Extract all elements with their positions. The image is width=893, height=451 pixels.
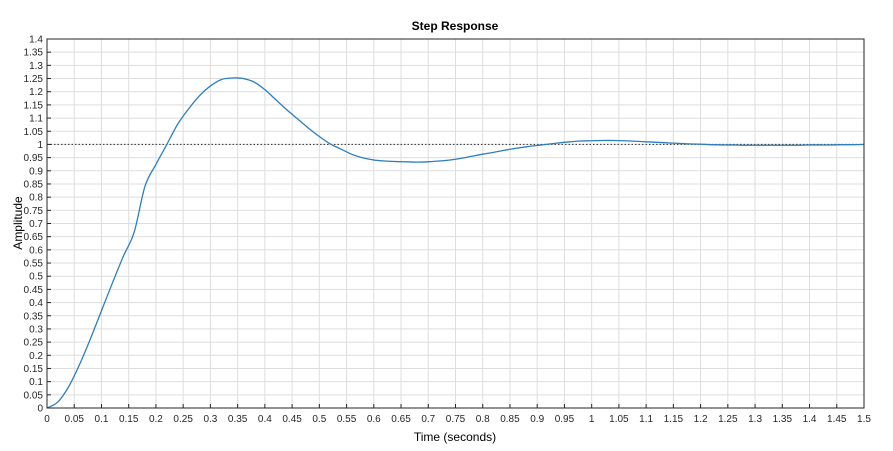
x-tick-label: 0.35 [228, 414, 248, 425]
x-tick-label: 0.15 [119, 414, 139, 425]
y-tick-label: 0.5 [29, 272, 43, 283]
x-tick-label: 1.1 [639, 414, 653, 425]
x-tick-label: 1.25 [718, 414, 738, 425]
x-tick-label: 0.8 [476, 414, 490, 425]
x-tick-label: 0.5 [312, 414, 326, 425]
y-tick-label: 0 [37, 404, 43, 415]
x-tick-label: 0.25 [173, 414, 193, 425]
x-tick-label: 1.35 [773, 414, 793, 425]
x-tick-label: 1.3 [748, 414, 762, 425]
y-tick-label: 0.05 [24, 390, 44, 401]
x-tick-label: 1.5 [857, 414, 871, 425]
x-tick-label: 0 [44, 414, 50, 425]
y-tick-label: 1.1 [29, 114, 43, 125]
grid [46, 38, 865, 409]
y-tick-label: 0.3 [29, 324, 43, 335]
x-tick-label: 0.75 [446, 414, 466, 425]
step-response-series-line [46, 77, 865, 409]
y-tick-label: 0.45 [24, 285, 44, 296]
x-tick-label: 0.4 [258, 414, 272, 425]
y-tick-label: 0.15 [24, 364, 44, 375]
x-tick-label: 0.85 [500, 414, 520, 425]
x-tick-label: 0.65 [391, 414, 411, 425]
y-tick-label: 1.35 [24, 48, 44, 59]
y-tick-label: 0.7 [29, 219, 43, 230]
y-tick-label: 0.65 [24, 232, 44, 243]
x-tick-label: 0.2 [149, 414, 163, 425]
x-tick-label: 0.7 [421, 414, 435, 425]
y-tick-label: 0.55 [24, 259, 44, 270]
y-tick-label: 1.15 [24, 100, 44, 111]
y-tick-label: 0.8 [29, 193, 43, 204]
y-tick-label: 0.25 [24, 338, 44, 349]
y-tick-label: 1.4 [29, 35, 43, 46]
series-layer [46, 77, 865, 409]
y-tick-label: 1.3 [29, 61, 43, 72]
y-tick-label: 0.9 [29, 166, 43, 177]
x-tick-label: 1.15 [664, 414, 684, 425]
y-tick-label: 0.85 [24, 179, 44, 190]
y-tick-label: 0.75 [24, 206, 44, 217]
x-tick-label: 0.3 [203, 414, 217, 425]
x-axis-ticks: 0 0.05 0.1 0.15 0.2 0.25 0.3 0.35 0.4 0.45 0.5 0.55… [44, 404, 871, 425]
y-tick-label: 1.05 [24, 127, 44, 138]
y-tick-label: 0.2 [29, 351, 43, 362]
y-tick-label: 0.6 [29, 245, 43, 256]
x-tick-label: 1.05 [609, 414, 629, 425]
y-axis-ticks: 0 0.05 0.1 0.15 0.2 0.25 0.3 0.35 0.4 0.45 0.5 0.55… [24, 35, 51, 415]
y-tick-label: 1.2 [29, 87, 43, 98]
y-tick-label: 0.35 [24, 311, 44, 322]
x-tick-label: 0.9 [530, 414, 544, 425]
y-tick-label: 0.95 [24, 153, 44, 164]
x-tick-label: 0.05 [64, 414, 84, 425]
x-tick-label: 0.55 [337, 414, 357, 425]
y-axis-label: Amplitude [11, 196, 25, 250]
x-tick-label: 1 [589, 414, 595, 425]
chart-title: Step Response [412, 19, 499, 33]
y-tick-label: 1.25 [24, 74, 44, 85]
x-axis-label: Time (seconds) [414, 430, 496, 444]
y-tick-label: 1 [37, 140, 43, 151]
x-tick-label: 0.45 [282, 414, 302, 425]
x-tick-label: 1.45 [827, 414, 847, 425]
x-tick-label: 0.95 [555, 414, 575, 425]
x-tick-label: 0.1 [95, 414, 109, 425]
x-tick-label: 1.4 [803, 414, 817, 425]
x-tick-label: 0.6 [367, 414, 381, 425]
y-tick-label: 0.1 [29, 377, 43, 388]
x-tick-label: 1.2 [694, 414, 708, 425]
y-tick-label: 0.4 [29, 298, 43, 309]
